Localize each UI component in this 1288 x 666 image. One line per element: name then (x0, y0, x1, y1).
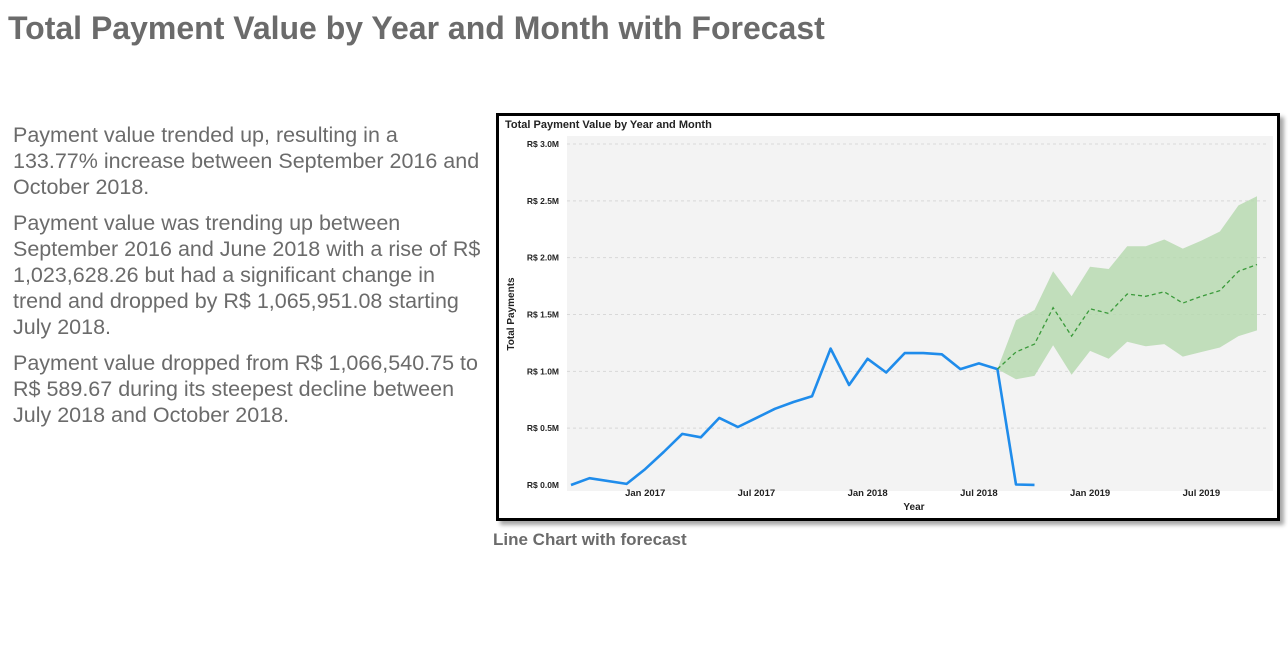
x-tick-label: Jan 2018 (848, 488, 888, 499)
page-title: Total Payment Value by Year and Month wi… (8, 10, 825, 46)
x-tick-label: Jan 2019 (1070, 488, 1110, 499)
forecast-confidence-band (997, 196, 1257, 380)
x-axis-ticks: Jan 2017 Jul 2017 Jan 2018 Jul 2018 Jan 2019… (625, 488, 1220, 499)
y-tick-label: R$ 0.5M (527, 423, 559, 433)
chart-frame: Total Payment Value by Year and Month R$… (496, 113, 1280, 521)
y-tick-label: R$ 1.5M (527, 310, 559, 320)
chart-title: Total Payment Value by Year and Month (505, 119, 712, 131)
x-tick-label: Jul 2019 (1183, 488, 1221, 499)
y-tick-label: R$ 1.0M (527, 366, 559, 376)
y-axis-ticks: R$ 0.0M R$ 0.5M R$ 1.0M R$ 1.5M R$ 2.0M R$ 2.… (527, 139, 559, 490)
x-tick-label: Jul 2018 (960, 488, 998, 499)
line-chart: Total Payment Value by Year and Month R$… (499, 116, 1277, 518)
forecast-band-layer (997, 196, 1257, 380)
x-tick-label: Jan 2017 (625, 488, 665, 499)
y-tick-label: R$ 2.5M (527, 196, 559, 206)
y-tick-label: R$ 3.0M (527, 139, 559, 149)
actual-series-line (570, 347, 1035, 487)
x-tick-label: Jul 2017 (738, 488, 776, 499)
y-axis-label: Total Payments (506, 277, 517, 351)
y-tick-label: R$ 2.0M (527, 253, 559, 263)
insight-paragraph: Payment value was trending up between Se… (13, 211, 481, 339)
insight-paragraph: Payment value trended up, resulting in a… (13, 123, 480, 199)
forecast-series-line (996, 263, 1258, 370)
insight-paragraph: Payment value dropped from R$ 1,066,540.… (13, 351, 478, 427)
y-tick-label: R$ 0.0M (527, 480, 559, 490)
x-axis-label: Year (903, 502, 924, 513)
insights-text: Payment value trended up, resulting in a… (13, 122, 483, 438)
chart-caption: Line Chart with forecast (493, 530, 687, 549)
series-lines (570, 263, 1258, 487)
